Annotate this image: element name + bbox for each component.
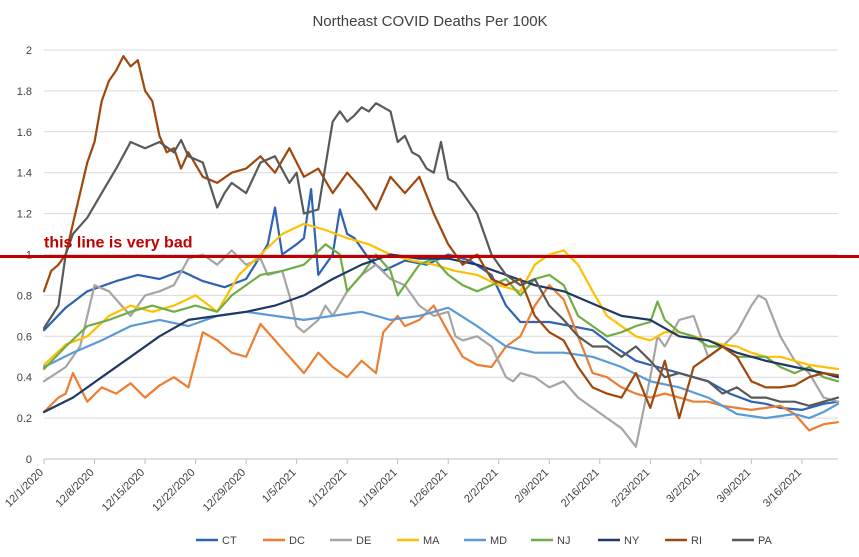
legend-label-ny: NY bbox=[624, 535, 640, 547]
legend-label-nj: NJ bbox=[557, 535, 570, 547]
y-tick-label: 0.2 bbox=[17, 413, 32, 425]
y-tick-label: 1.8 bbox=[17, 86, 32, 98]
series-line-pa bbox=[42, 102, 840, 407]
gridlines bbox=[44, 49, 838, 460]
legend-label-md: MD bbox=[490, 535, 507, 547]
y-tick-label: 0 bbox=[26, 454, 32, 466]
y-tick-label: 0.6 bbox=[17, 331, 32, 343]
chart-title: Northeast COVID Deaths Per 100K bbox=[312, 13, 547, 30]
y-tick-label: 1.4 bbox=[17, 168, 32, 180]
series-line-ri bbox=[42, 54, 840, 420]
y-axis-ticks: 00.20.40.60.811.21.41.61.82 bbox=[17, 45, 32, 466]
legend-label-pa: PA bbox=[758, 535, 773, 547]
series-line-ny bbox=[42, 253, 840, 414]
legend-label-ri: RI bbox=[691, 535, 702, 547]
y-tick-label: 0.4 bbox=[17, 372, 32, 384]
legend: CT DC DE MA MD NJ NY RI PA bbox=[196, 535, 773, 547]
threshold-annotation: this line is very bad bbox=[0, 235, 859, 259]
series-lines bbox=[42, 54, 840, 448]
y-tick-label: 1.2 bbox=[17, 209, 32, 221]
y-tick-label: 2 bbox=[26, 45, 32, 57]
legend-label-ma: MA bbox=[423, 535, 440, 547]
threshold-label: this line is very bad bbox=[44, 235, 193, 252]
y-tick-label: 0.8 bbox=[17, 290, 32, 302]
legend-label-ct: CT bbox=[222, 535, 237, 547]
y-tick-label: 1.6 bbox=[17, 127, 32, 139]
series-line-ma bbox=[42, 222, 840, 371]
series-line-nj bbox=[42, 243, 840, 383]
legend-label-de: DE bbox=[356, 535, 371, 547]
legend-label-dc: DC bbox=[289, 535, 305, 547]
series-line-md bbox=[42, 306, 840, 420]
